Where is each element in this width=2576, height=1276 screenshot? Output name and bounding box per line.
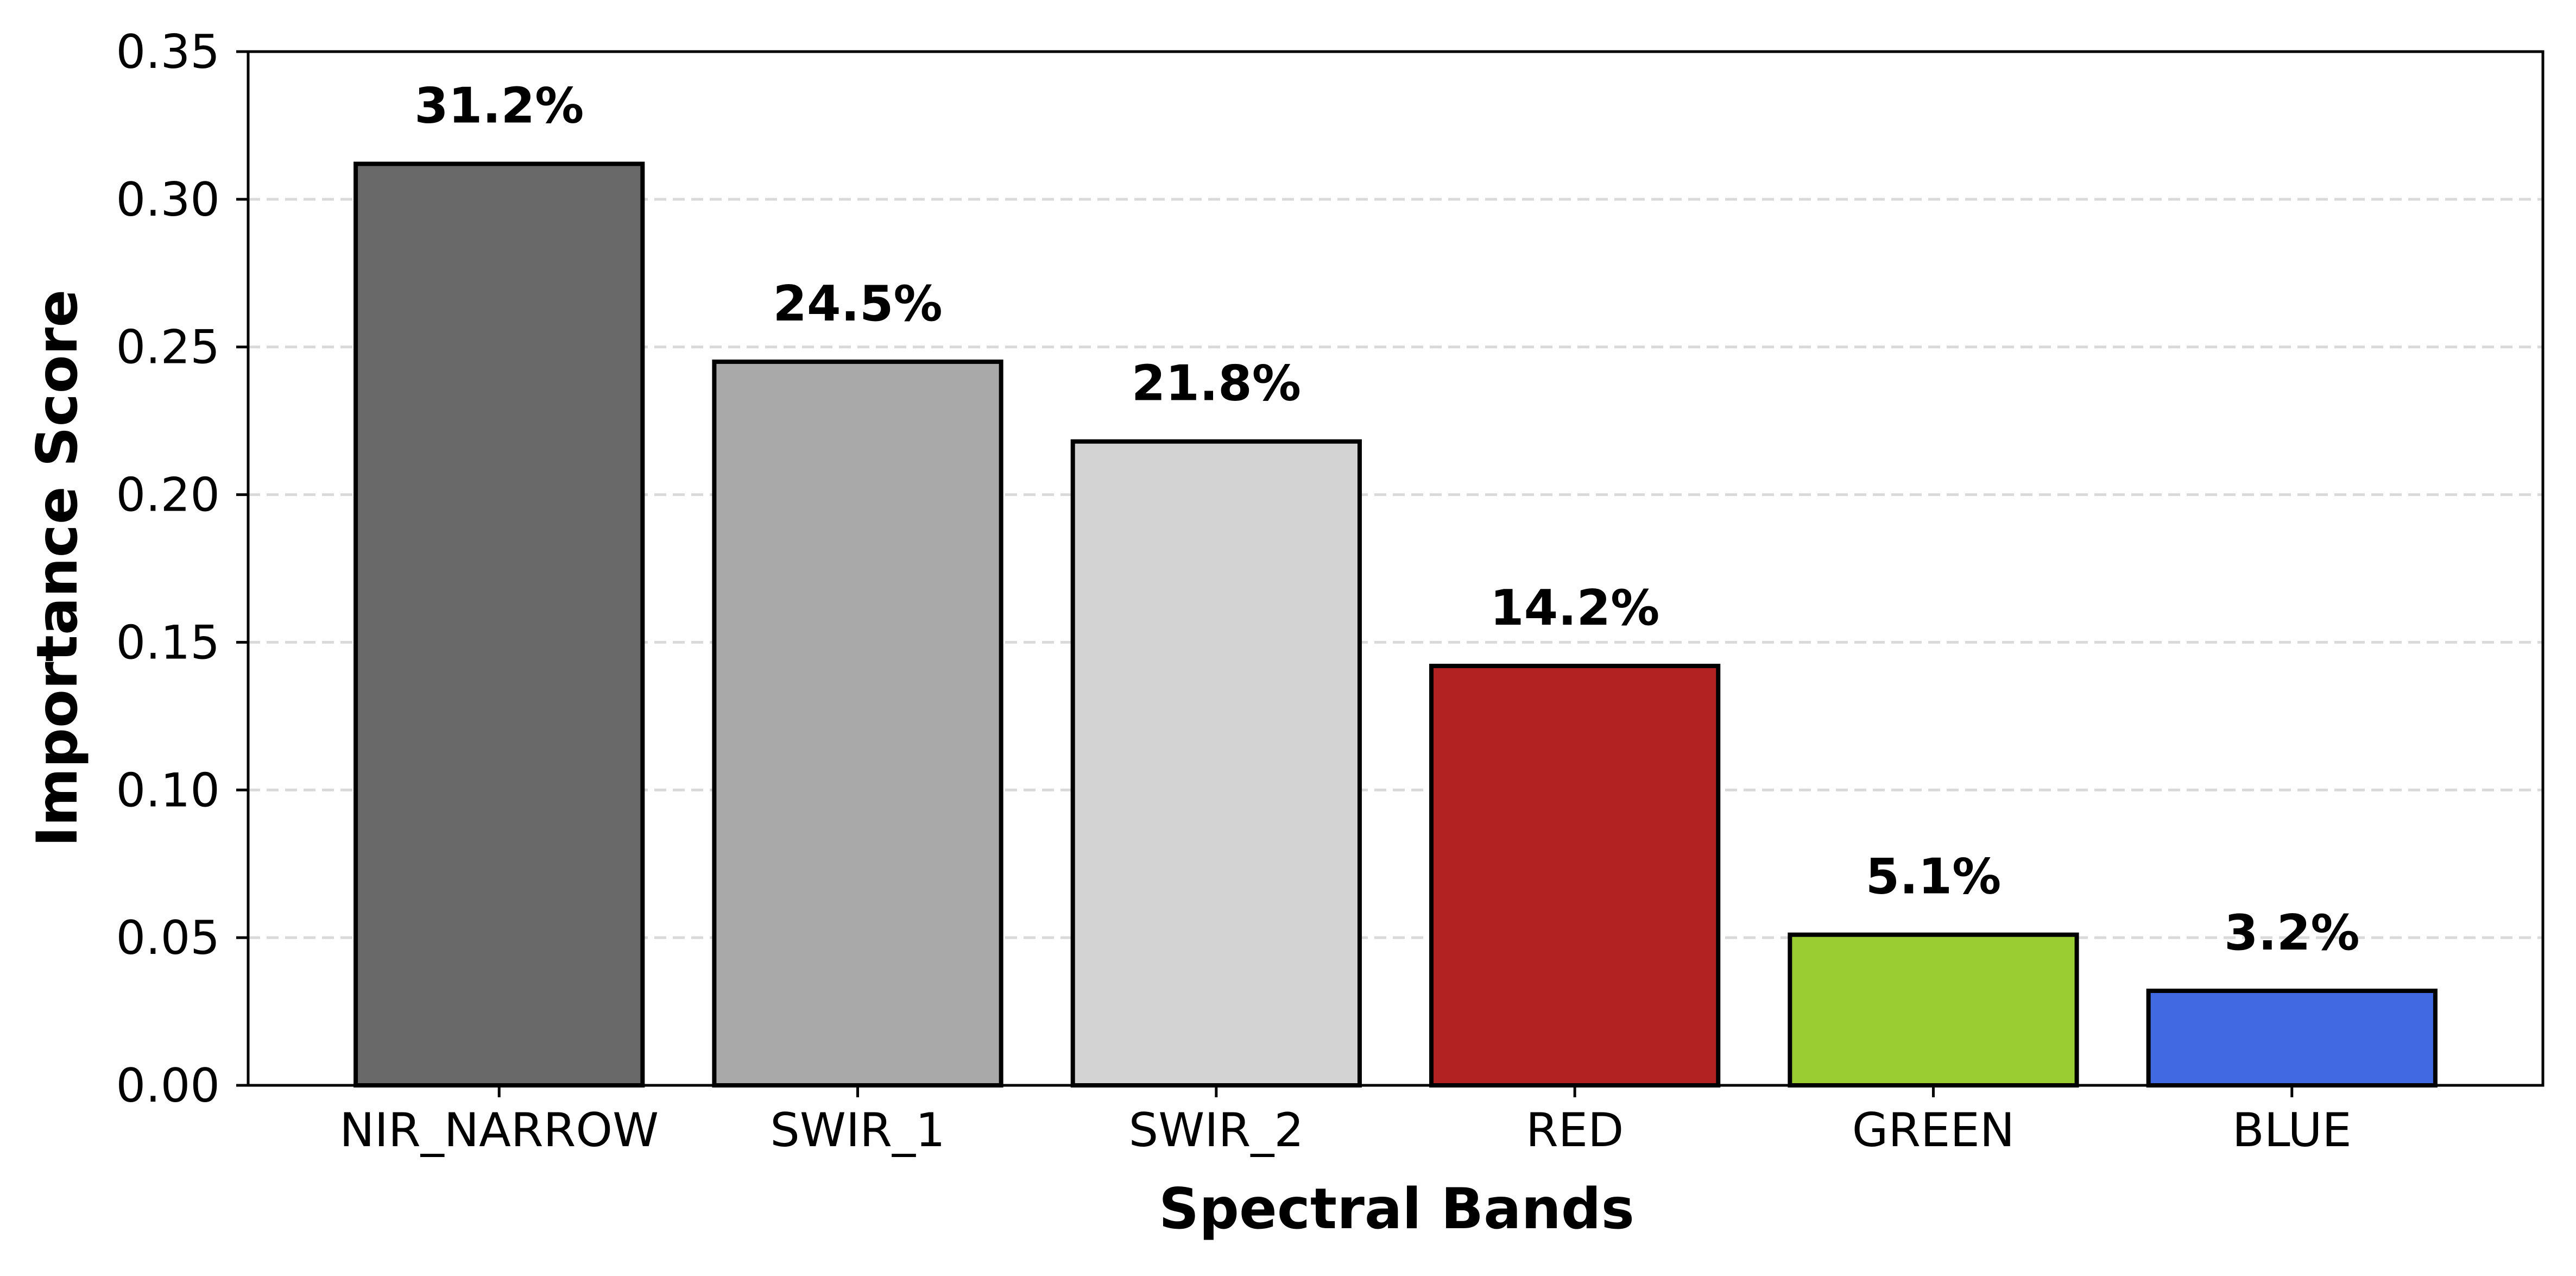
- grid-lines: [248, 198, 2543, 939]
- data-label: 14.2%: [1490, 580, 1659, 637]
- x-tick-label: RED: [1526, 1103, 1624, 1158]
- y-tick-label: 0.15: [116, 615, 220, 670]
- x-tick-label: GREEN: [1852, 1103, 2015, 1158]
- x-tick-label: NIR_NARROW: [339, 1103, 659, 1158]
- bar-green: [1788, 932, 2079, 1088]
- bar-blue: [2146, 989, 2438, 1088]
- plot-frame: [247, 50, 2545, 1087]
- bar-red: [1429, 663, 1721, 1088]
- y-tick-label: 0.30: [116, 173, 220, 227]
- x-tick-label: BLUE: [2232, 1103, 2352, 1158]
- bar-swir-2: [1070, 439, 1362, 1088]
- axes: 0.00 0.05 0.10 0.15 0.20 0.25 0.30 0.35 NIR_NARR…: [116, 25, 2545, 1158]
- bar-nir-narrow: [353, 161, 645, 1088]
- data-label: 24.5%: [773, 275, 942, 332]
- y-tick-label: 0.10: [116, 763, 220, 818]
- bars: [353, 161, 2438, 1088]
- data-label: 3.2%: [2224, 904, 2360, 961]
- bar-swir-1: [712, 359, 1003, 1088]
- data-label: 21.8%: [1132, 355, 1301, 412]
- data-label: 5.1%: [1866, 848, 2002, 906]
- x-tick-label: SWIR_1: [770, 1103, 945, 1158]
- y-tick-label: 0.25: [116, 320, 220, 375]
- x-axis-title: Spectral Bands: [1159, 1177, 1634, 1242]
- data-labels: 31.2% 24.5% 21.8% 14.2% 5.1% 3.2%: [414, 78, 2359, 961]
- y-axis-title: Importance Score: [25, 290, 90, 847]
- y-tick-label: 0.05: [116, 911, 220, 965]
- y-tick-label: 0.00: [116, 1059, 220, 1113]
- data-label: 31.2%: [414, 78, 584, 135]
- y-tick-label: 0.20: [116, 468, 220, 523]
- y-tick-label: 0.35: [116, 25, 220, 79]
- x-tick-label: SWIR_2: [1129, 1103, 1304, 1158]
